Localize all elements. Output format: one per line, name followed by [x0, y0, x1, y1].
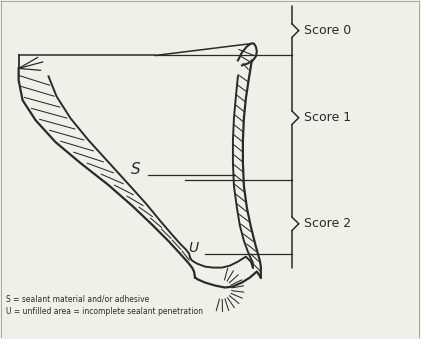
- Text: Score 0: Score 0: [304, 24, 351, 37]
- Text: U = unfilled area = incomplete sealant penetration: U = unfilled area = incomplete sealant p…: [5, 307, 203, 316]
- Text: U: U: [188, 241, 198, 255]
- Text: S: S: [131, 162, 140, 178]
- Text: S = sealant material and/or adhesive: S = sealant material and/or adhesive: [5, 295, 149, 304]
- Text: Score 2: Score 2: [304, 217, 351, 230]
- Text: Score 1: Score 1: [304, 111, 351, 124]
